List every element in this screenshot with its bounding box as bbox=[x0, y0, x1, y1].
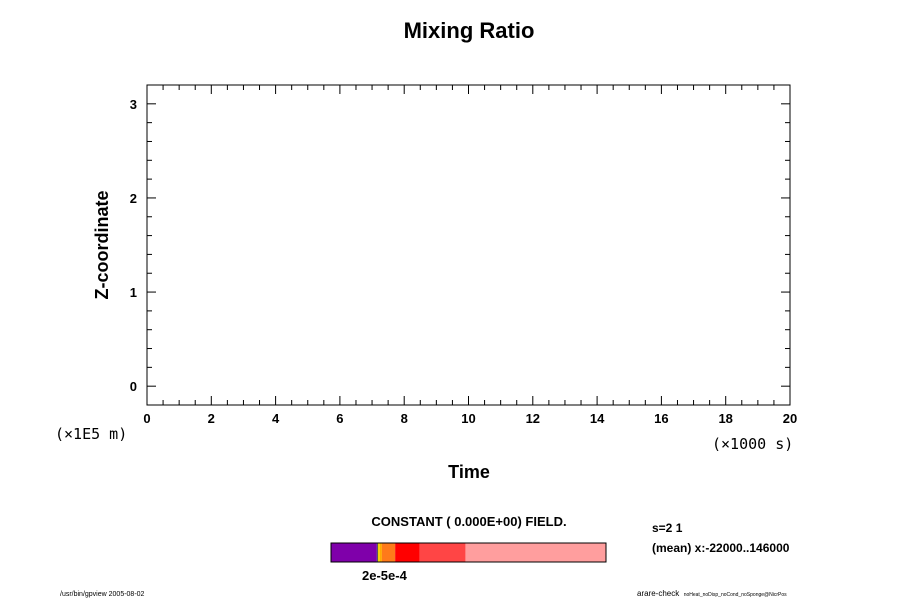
x-tick-label: 8 bbox=[401, 411, 408, 426]
x-tick-labels: 0 2 4 6 8 10 12 14 16 18 20 bbox=[143, 411, 797, 426]
x-tick-label: 0 bbox=[143, 411, 150, 426]
x-tick-label: 16 bbox=[654, 411, 668, 426]
x-tick-label: 14 bbox=[590, 411, 605, 426]
colorbar-segment bbox=[381, 543, 396, 562]
y-tick-label: 2 bbox=[130, 191, 137, 206]
y-tick-label: 1 bbox=[130, 285, 137, 300]
footer-left: /usr/bin/gpview 2005-08-02 bbox=[60, 591, 145, 598]
note-s: s=2 1 bbox=[652, 521, 683, 535]
colorbar-label: 2e-5e-4 bbox=[362, 568, 408, 583]
y-tick-label: 0 bbox=[130, 379, 137, 394]
colorbar-segment bbox=[395, 543, 420, 562]
x-tick-label: 12 bbox=[526, 411, 540, 426]
colorbar-frame bbox=[330, 542, 607, 563]
colorbar-segment bbox=[419, 543, 466, 562]
y-axis-unit: (×1E5 m) bbox=[55, 425, 127, 443]
x-tick-label: 10 bbox=[461, 411, 475, 426]
axis-ticks bbox=[146, 84, 791, 406]
x-tick-label: 20 bbox=[783, 411, 797, 426]
note-mean: (mean) x:-22000..146000 bbox=[652, 541, 790, 555]
colorbar-segment bbox=[376, 543, 378, 562]
y-tick-labels: 0 1 2 3 bbox=[130, 97, 137, 394]
chart-title: Mixing Ratio bbox=[404, 18, 535, 43]
footer-right: arare-check noHeat_noDisp_noCond_noSpong… bbox=[637, 583, 787, 600]
plot-frame bbox=[146, 84, 791, 406]
x-tick-label: 6 bbox=[336, 411, 343, 426]
colorbar-segment bbox=[465, 543, 606, 562]
x-tick-label: 18 bbox=[718, 411, 732, 426]
footer-right-main: arare-check bbox=[637, 589, 680, 598]
x-tick-label: 2 bbox=[208, 411, 215, 426]
colorbar-segment bbox=[331, 543, 377, 562]
y-axis-title: Z-coordinate bbox=[92, 190, 112, 299]
y-tick-label: 3 bbox=[130, 97, 137, 112]
colorbar-segment bbox=[377, 543, 380, 562]
footer-right-small: noHeat_noDisp_noCond_noSponge@NicrPos bbox=[684, 592, 787, 598]
colorbar bbox=[330, 542, 607, 563]
x-axis-title: Time bbox=[448, 462, 490, 482]
field-message: CONSTANT ( 0.000E+00) FIELD. bbox=[371, 514, 566, 529]
x-tick-label: 4 bbox=[272, 411, 280, 426]
x-axis-unit: (×1000 s) bbox=[712, 435, 793, 453]
colorbar-segment bbox=[379, 543, 382, 562]
